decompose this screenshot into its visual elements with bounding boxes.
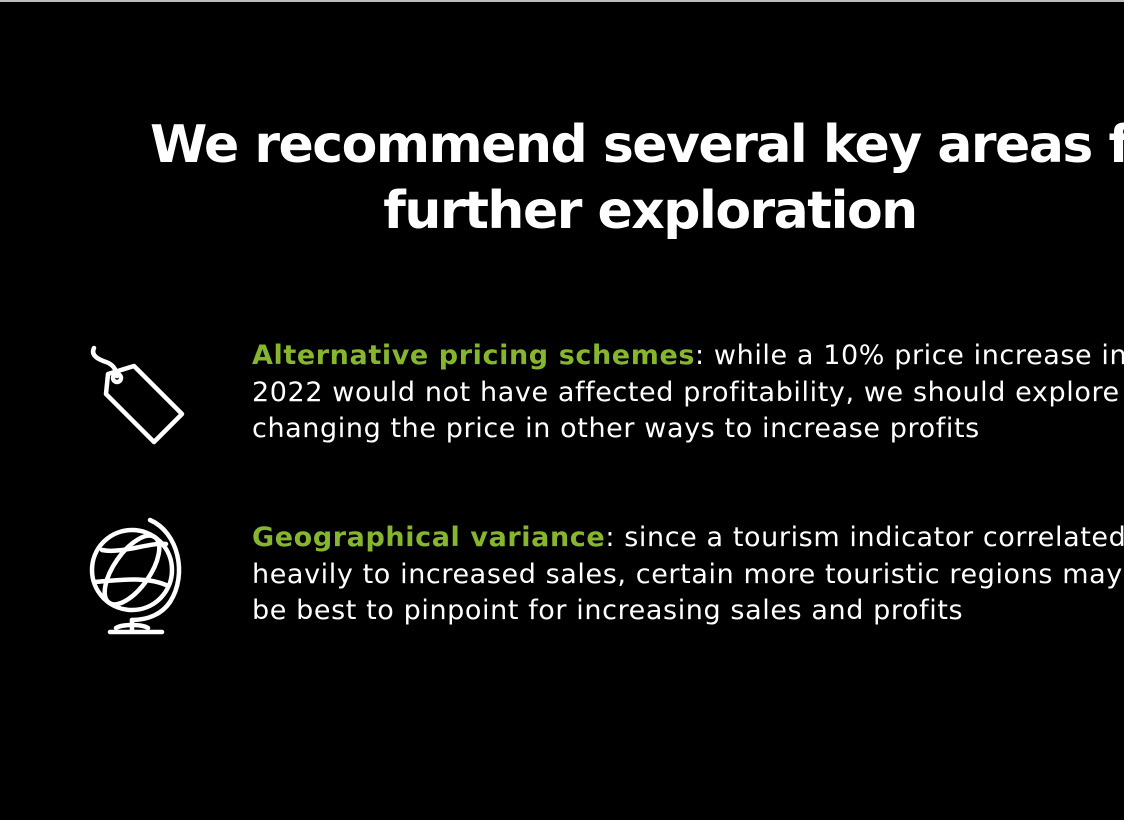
slide-title-line-1: We recommend several key areas for — [150, 115, 1124, 175]
slide-title-line-2: further exploration — [383, 181, 918, 241]
globe-icon — [89, 517, 182, 635]
price-tag-icon — [90, 345, 185, 445]
bullet-line-2: heavily to increased sales, certain more… — [252, 558, 1123, 590]
bullet-keyword: Alternative pricing schemes — [252, 340, 696, 371]
top-border — [0, 0, 1124, 2]
bullet-text: : while a 10% price increase in — [695, 340, 1124, 371]
recommendation-item-pricing: Alternative pricing schemes: while a 10%… — [252, 338, 1124, 448]
slide-title: We recommend several key areas for furth… — [150, 112, 1124, 244]
bullet-line-1: Alternative pricing schemes: while a 10%… — [252, 338, 1124, 375]
recommendation-item-geography: Geographical variance: since a tourism i… — [252, 520, 1124, 630]
bullet-line-1: Geographical variance: since a tourism i… — [252, 520, 1124, 557]
bullet-line-2: 2022 would not have affected profitabili… — [252, 376, 1120, 408]
bullet-line-3: changing the price in other ways to incr… — [252, 413, 980, 444]
bullet-keyword: Geographical variance — [252, 522, 606, 553]
bullet-text: : since a tourism indicator correlated — [605, 522, 1124, 553]
bullet-line-3: be best to pinpoint for increasing sales… — [252, 595, 964, 626]
